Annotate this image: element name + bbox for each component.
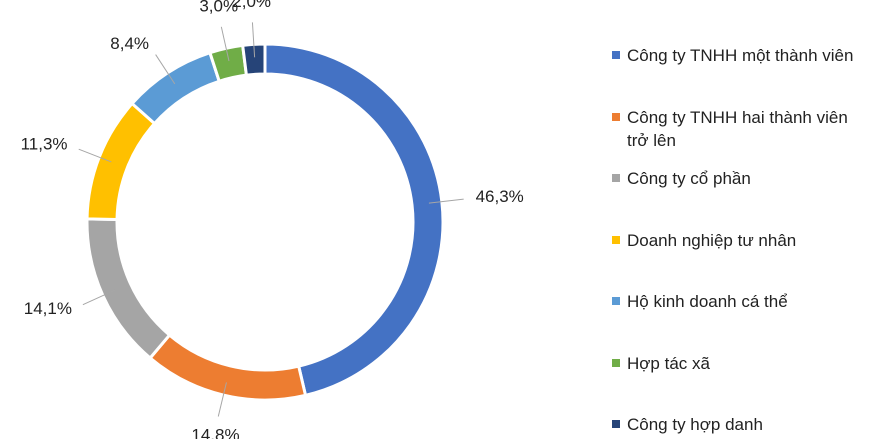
data-label: 3,0% xyxy=(199,0,238,16)
donut-segment xyxy=(148,332,308,402)
donut-segment xyxy=(240,42,267,77)
data-label: 2,0% xyxy=(232,0,271,11)
legend-label: Hợp tác xã xyxy=(627,353,710,373)
legend-item: Công ty TNHH hai thành viên trở lên xyxy=(612,106,874,152)
legend-label: Công ty cổ phần xyxy=(627,169,751,188)
data-label: 11,3% xyxy=(21,134,68,153)
legend-item: Công ty TNHH một thành viên xyxy=(612,44,874,67)
donut-segment xyxy=(85,101,157,221)
legend-label: Doanh nghiệp tư nhân xyxy=(627,230,797,250)
legend-item: Hợp tác xã xyxy=(612,352,874,375)
data-label: 8,4% xyxy=(110,34,149,53)
legend-item: Công ty cổ phần xyxy=(612,167,874,190)
legend-item: Hộ kinh doanh cá thể xyxy=(612,290,874,313)
legend-label: Công ty TNHH một thành viên xyxy=(627,46,854,65)
legend-swatch xyxy=(612,420,620,428)
leader-line xyxy=(220,26,230,62)
data-label: 46,3% xyxy=(476,187,524,206)
leader-line xyxy=(251,22,256,58)
leader-line xyxy=(217,382,227,417)
legend-swatch xyxy=(612,51,620,59)
legend-label: Công ty hợp danh xyxy=(627,415,763,434)
donut-segment xyxy=(263,42,445,398)
leader-line xyxy=(155,54,176,85)
donut-segment xyxy=(130,50,222,126)
donut-segment xyxy=(85,217,172,361)
legend-swatch xyxy=(612,297,620,305)
legend-label: Hộ kinh doanh cá thể xyxy=(627,292,788,311)
legend-item: Công ty hợp danh xyxy=(612,413,874,436)
legend-swatch xyxy=(612,174,620,182)
data-label: 14,1% xyxy=(24,299,72,318)
data-label: 14,8% xyxy=(191,426,239,439)
leader-line xyxy=(428,198,464,204)
leader-line xyxy=(78,148,112,163)
legend-swatch xyxy=(612,112,620,121)
legend-swatch xyxy=(612,235,620,244)
leader-line xyxy=(82,289,115,306)
legend-swatch xyxy=(612,358,620,367)
legend-item: Doanh nghiệp tư nhân xyxy=(612,229,874,252)
legend-label: Công ty TNHH hai thành viên trở lên xyxy=(627,107,848,150)
